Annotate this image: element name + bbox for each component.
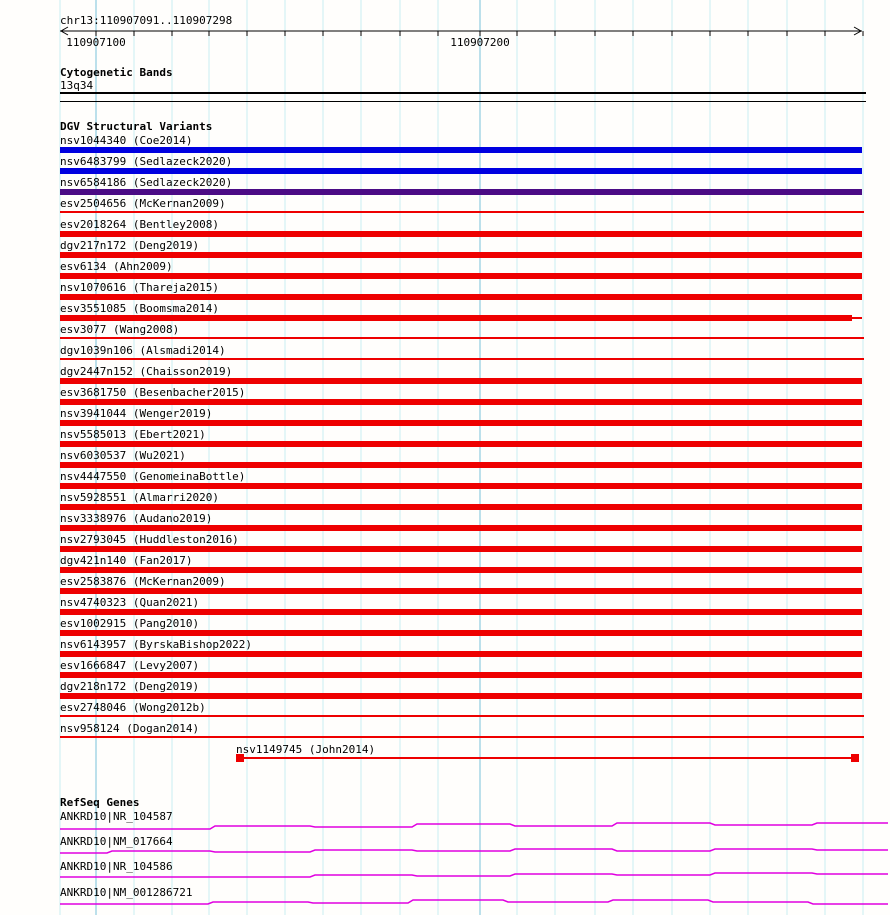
dgv-track-label: nsv6584186 (Sedlazeck2020): [60, 176, 233, 189]
dgv-track-label: nsv3338976 (Audano2019): [60, 512, 213, 525]
dgv-variant-bar[interactable]: [60, 231, 862, 237]
ruler-left-arrow-icon: [59, 26, 69, 36]
dgv-variant-endpoint[interactable]: [236, 754, 244, 762]
dgv-variant-bar[interactable]: [60, 378, 862, 384]
dgv-variant-line[interactable]: [60, 211, 864, 213]
dgv-variant-bar[interactable]: [60, 462, 862, 468]
dgv-variant-bar[interactable]: [60, 630, 862, 636]
dgv-track-label: dgv421n140 (Fan2017): [60, 554, 193, 567]
cytobands-heading: Cytogenetic Bands: [60, 66, 173, 79]
dgv-track-label: esv3077 (Wang2008): [60, 323, 180, 336]
dgv-variant-bar[interactable]: [60, 315, 852, 321]
dgv-track-label: esv2504656 (McKernan2009): [60, 197, 226, 210]
dgv-track-label: nsv958124 (Dogan2014): [60, 722, 200, 735]
ruler-right-arrow-icon: [853, 26, 863, 36]
gene-intron-line[interactable]: [60, 872, 888, 878]
dgv-variant-bar[interactable]: [60, 609, 862, 615]
dgv-variant-bar-tail[interactable]: [852, 317, 862, 319]
dgv-track-label: esv1002915 (Pang2010): [60, 617, 200, 630]
dgv-track-label: esv1666847 (Levy2007): [60, 659, 200, 672]
dgv-track-label: nsv5928551 (Almarri2020): [60, 491, 219, 504]
dgv-variant-bar[interactable]: [60, 567, 862, 573]
dgv-variant-bar[interactable]: [60, 546, 862, 552]
dgv-track-label: esv3551085 (Boomsma2014): [60, 302, 219, 315]
dgv-variant-bar[interactable]: [60, 651, 862, 657]
cytoband-glyph-line[interactable]: [60, 101, 866, 102]
dgv-variant-line[interactable]: [60, 736, 864, 738]
dgv-variant-bar[interactable]: [60, 483, 862, 489]
dgv-track-label: nsv6030537 (Wu2021): [60, 449, 186, 462]
refseq-heading: RefSeq Genes: [60, 796, 140, 809]
dgv-track-label: nsv1044340 (Coe2014): [60, 134, 193, 147]
dgv-variant-bar[interactable]: [60, 147, 862, 153]
refseq-gene-label: ANKRD10|NM_001286721: [60, 886, 193, 899]
dgv-variant-bar[interactable]: [60, 189, 862, 195]
dgv-track-label: nsv4447550 (GenomeinaBottle): [60, 470, 246, 483]
dgv-variant-bar[interactable]: [60, 273, 862, 279]
dgv-track-label: nsv5585013 (Ebert2021): [60, 428, 206, 441]
dgv-track-label: dgv217n172 (Deng2019): [60, 239, 200, 252]
dgv-track-label: nsv6483799 (Sedlazeck2020): [60, 155, 233, 168]
dgv-track-label: nsv2793045 (Huddleston2016): [60, 533, 239, 546]
dgv-variant-line[interactable]: [60, 337, 864, 339]
dgv-track-label: nsv4740323 (Quan2021): [60, 596, 200, 609]
gene-intron-line[interactable]: [60, 899, 888, 905]
dgv-variant-bar[interactable]: [60, 525, 862, 531]
dgv-variant-bar[interactable]: [60, 693, 862, 699]
dgv-variant-line[interactable]: [60, 358, 864, 360]
dgv-variant-bar[interactable]: [60, 672, 862, 678]
dgv-variant-bar[interactable]: [60, 504, 862, 510]
dgv-heading: DGV Structural Variants: [60, 120, 213, 133]
cytoband-glyph-line[interactable]: [60, 92, 866, 94]
dgv-variant-line[interactable]: [240, 757, 855, 759]
dgv-variant-bar[interactable]: [60, 588, 862, 594]
dgv-track-label: dgv1039n106 (Alsmadi2014): [60, 344, 226, 357]
dgv-variant-bar[interactable]: [60, 399, 862, 405]
dgv-variant-bar[interactable]: [60, 168, 862, 174]
dgv-track-label: nsv6143957 (ByrskaBishop2022): [60, 638, 253, 651]
dgv-variant-bar[interactable]: [60, 294, 862, 300]
ruler-tick-label: 110907100: [66, 36, 126, 49]
cytoband-label[interactable]: 13q34: [60, 79, 94, 92]
dgv-variant-bar[interactable]: [60, 252, 862, 258]
refseq-gene-label: ANKRD10|NM_017664: [60, 835, 173, 848]
dgv-track-label: nsv1070616 (Thareja2015): [60, 281, 219, 294]
dgv-variant-line[interactable]: [60, 715, 864, 717]
region-title: chr13:110907091..110907298: [60, 14, 233, 27]
dgv-track-label: dgv218n172 (Deng2019): [60, 680, 200, 693]
dgv-track-label: nsv1149745 (John2014): [236, 743, 376, 756]
dgv-track-label: dgv2447n152 (Chaisson2019): [60, 365, 233, 378]
dgv-track-label: nsv3941044 (Wenger2019): [60, 407, 213, 420]
dgv-track-label: esv2583876 (McKernan2009): [60, 575, 226, 588]
dgv-variant-bar[interactable]: [60, 420, 862, 426]
gene-intron-line[interactable]: [60, 822, 888, 830]
ruler-tick-label: 110907200: [450, 36, 510, 49]
dgv-track-label: esv3681750 (Besenbacher2015): [60, 386, 246, 399]
refseq-gene-label: ANKRD10|NR_104586: [60, 860, 173, 873]
gene-intron-line[interactable]: [60, 848, 888, 854]
dgv-variant-endpoint[interactable]: [851, 754, 859, 762]
dgv-track-label: esv2748046 (Wong2012b): [60, 701, 206, 714]
dgv-track-label: esv2018264 (Bentley2008): [60, 218, 219, 231]
dgv-track-label: esv6134 (Ahn2009): [60, 260, 173, 273]
dgv-variant-bar[interactable]: [60, 441, 862, 447]
refseq-gene-label: ANKRD10|NR_104587: [60, 810, 173, 823]
